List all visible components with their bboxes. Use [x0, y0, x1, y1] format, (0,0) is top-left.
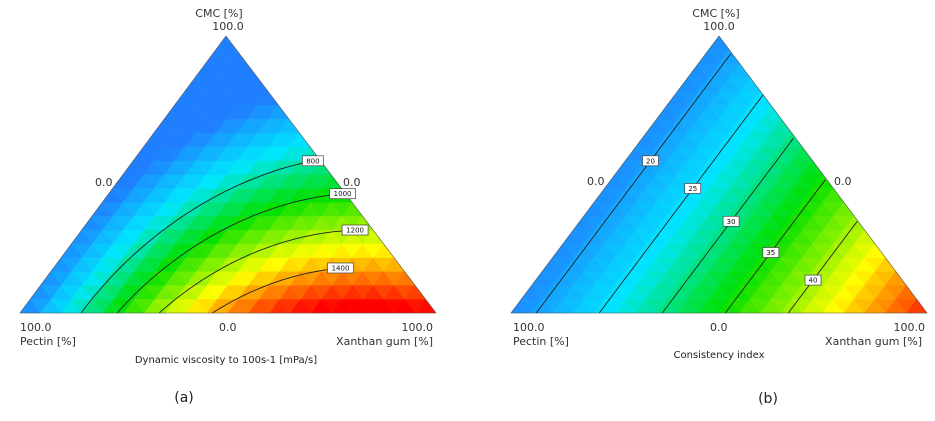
right-axis-min-b: 0.0 [834, 175, 852, 188]
panel-label-a: (a) [174, 390, 194, 406]
contour-label-800: 800 [306, 157, 319, 165]
contour-label-1200: 1200 [346, 227, 364, 235]
right-axis-max-b: 100.0 [894, 321, 926, 334]
right-axis-name-a: Xanthan gum [%] [336, 335, 433, 348]
contour-line-20 [535, 53, 732, 314]
contour-line-25 [598, 94, 764, 314]
contour-label-box [804, 274, 822, 286]
left-axis-name-a: Pectin [%] [20, 335, 76, 348]
right-axis-name-b: Xanthan gum [%] [825, 335, 922, 348]
heatmap-cells-a [19, 35, 437, 314]
contour-lines-b [535, 53, 858, 314]
heatmap-cells-b [510, 35, 928, 314]
triangle-outline-a [19, 35, 437, 314]
contour-line-1400 [212, 267, 341, 314]
contour-lines-a [80, 160, 356, 314]
contour-label-20: 20 [646, 157, 655, 165]
contour-line-1200 [158, 229, 356, 314]
left-axis-min-b: 0.0 [710, 321, 728, 334]
chart-title-b: Consistency index [673, 350, 764, 361]
contour-label-35: 35 [766, 249, 775, 257]
right-axis-max-a: 100.0 [402, 321, 434, 334]
contour-label-box [341, 224, 369, 236]
contour-label-box [327, 262, 354, 274]
contour-label-25: 25 [688, 185, 697, 193]
contour-labels-a: 800 1000 1200 1400 [302, 155, 369, 274]
left-axis-name-b: Pectin [%] [513, 335, 569, 348]
left-axis-min-a: 0.0 [219, 321, 237, 334]
contour-label-1400: 1400 [332, 265, 350, 273]
triangle-outline-b [510, 35, 928, 314]
heatmap-cell [215, 35, 237, 51]
right-axis-min-a: 0.0 [343, 176, 361, 189]
contour-line-800 [80, 160, 313, 314]
ternary-plot-a: 800 1000 1200 1400 CMC [%] 100.0 0.0 0.0 10… [19, 7, 437, 406]
top-axis-min-b: 0.0 [587, 175, 605, 188]
top-axis-min-a: 0.0 [95, 176, 113, 189]
contour-label-1000: 1000 [334, 190, 352, 198]
contour-labels-b: 20 25 30 35 40 [642, 155, 822, 286]
contour-label-box [762, 247, 780, 258]
contour-line-35 [724, 179, 826, 314]
ternary-plot-b: 20 25 30 35 40 CMC [%] 100.0 0.0 0.0 100.0 P… [510, 7, 928, 407]
contour-line-40 [787, 221, 858, 314]
contour-label-box [684, 183, 702, 194]
top-axis-max-b: 100.0 [703, 20, 735, 33]
left-axis-max-a: 100.0 [20, 321, 52, 334]
contour-label-box [642, 155, 659, 167]
chart-title-a: Dynamic viscosity to 100s-1 [mPa/s] [135, 355, 317, 366]
contour-label-30: 30 [727, 218, 736, 226]
left-axis-max-b: 100.0 [513, 321, 545, 334]
contour-line-1000 [116, 193, 343, 314]
contour-label-box [722, 215, 740, 227]
top-axis-name-b: CMC [%] [692, 7, 739, 20]
top-axis-max-a: 100.0 [212, 20, 244, 33]
heatmap-cell [708, 35, 730, 51]
contour-label-box [302, 155, 324, 167]
contour-label-40: 40 [809, 277, 818, 285]
contour-label-box [329, 188, 356, 200]
top-axis-name-a: CMC [%] [195, 7, 242, 20]
panel-label-b: (b) [758, 391, 778, 407]
